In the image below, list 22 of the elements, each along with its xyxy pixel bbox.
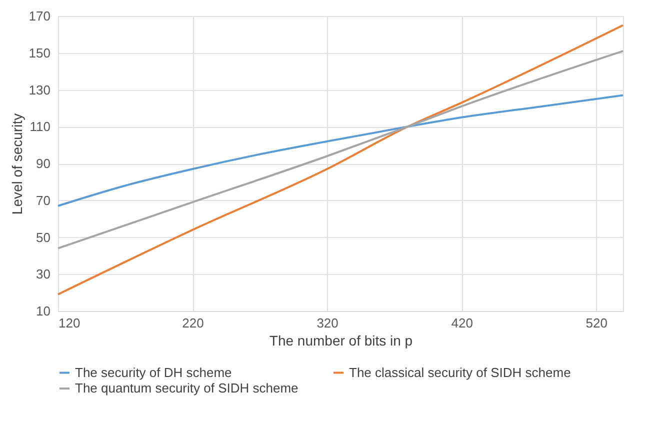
legend-label: The security of DH scheme <box>75 364 232 380</box>
y-tick-label: 50 <box>36 230 50 245</box>
line-series <box>57 50 624 250</box>
x-tick-label: 120 <box>58 316 80 330</box>
legend-label: The classical security of SIDH scheme <box>349 364 571 380</box>
x-tick-label: 520 <box>586 316 608 330</box>
y-tick-label: 70 <box>36 192 50 208</box>
y-tick-label: 90 <box>36 156 50 171</box>
y-tick-label: 130 <box>28 82 50 98</box>
y-tick-label: 170 <box>28 8 50 24</box>
line-series <box>57 94 624 207</box>
y-tick-label: 30 <box>36 266 50 282</box>
x-axis-title: The number of bits in p <box>269 332 413 348</box>
line-series <box>57 24 624 296</box>
x-tick-label: 420 <box>451 316 473 330</box>
legend-label: The quantum security of SIDH scheme <box>75 380 298 396</box>
y-axis-title: Level of security <box>8 113 25 215</box>
y-tick-label: 110 <box>30 119 50 134</box>
y-tick-label: 150 <box>28 45 50 60</box>
x-tick-label: 220 <box>182 316 204 330</box>
x-tick-label: 320 <box>316 316 338 330</box>
y-tick-label: 10 <box>36 304 50 318</box>
